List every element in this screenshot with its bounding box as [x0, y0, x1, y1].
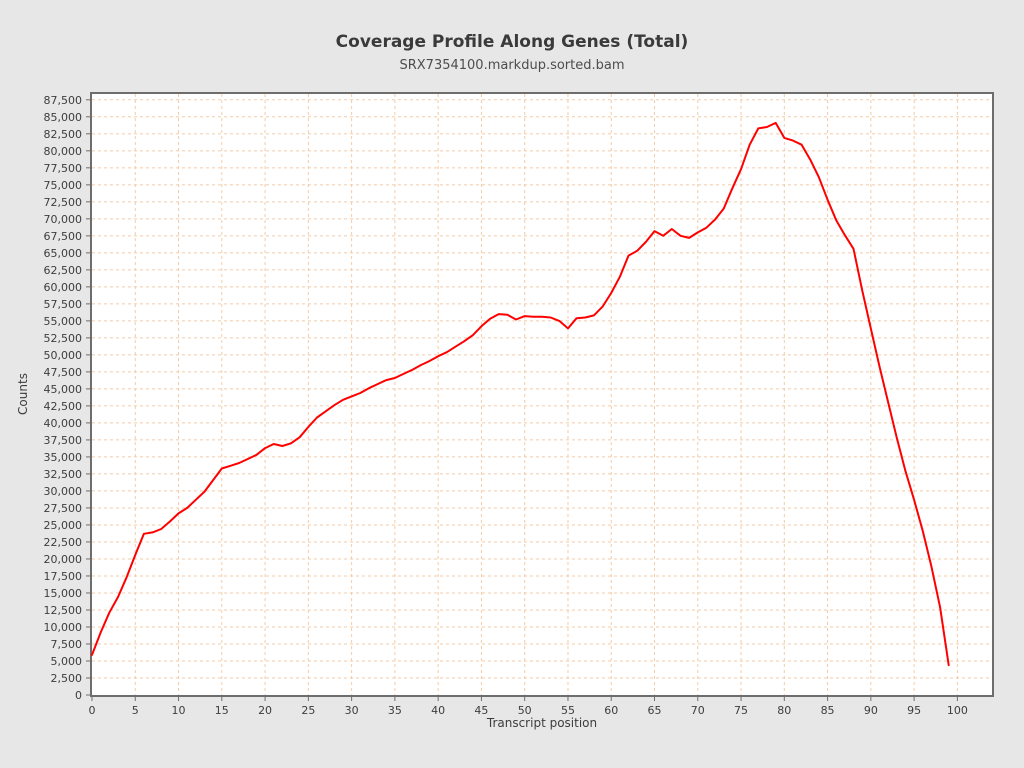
y-tick-label: 60,000 [44, 281, 83, 294]
y-tick-label: 7,500 [51, 638, 83, 651]
y-tick-label: 82,500 [44, 128, 83, 141]
y-tick-label: 57,500 [44, 298, 83, 311]
x-tick-label: 80 [777, 704, 791, 717]
y-tick-label: 75,000 [44, 179, 83, 192]
x-tick-label: 50 [518, 704, 532, 717]
y-tick-label: 87,500 [44, 94, 83, 107]
y-tick-label: 70,000 [44, 213, 83, 226]
chart-title: Coverage Profile Along Genes (Total) [335, 32, 689, 52]
x-tick-label: 35 [388, 704, 402, 717]
x-tick-label: 70 [691, 704, 705, 717]
y-tick-label: 10,000 [44, 621, 83, 634]
x-tick-label: 65 [648, 704, 662, 717]
y-tick-label: 17,500 [44, 570, 83, 583]
y-tick-label: 65,000 [44, 247, 83, 260]
y-tick-label: 67,500 [44, 230, 83, 243]
x-tick-label: 25 [301, 704, 315, 717]
y-tick-label: 72,500 [44, 196, 83, 209]
y-tick-label: 40,000 [44, 417, 83, 430]
y-tick-label: 0 [75, 689, 82, 702]
y-tick-label: 30,000 [44, 485, 83, 498]
y-axis-title: Counts [16, 373, 30, 415]
x-tick-label: 75 [734, 704, 748, 717]
y-tick-label: 20,000 [44, 553, 83, 566]
y-tick-label: 62,500 [44, 264, 83, 277]
x-tick-label: 100 [947, 704, 968, 717]
y-tick-label: 55,000 [44, 315, 83, 328]
y-tick-label: 85,000 [44, 111, 83, 124]
y-tick-label: 80,000 [44, 145, 83, 158]
y-tick-label: 25,000 [44, 519, 83, 532]
x-tick-label: 0 [89, 704, 96, 717]
coverage-line [91, 121, 950, 667]
x-tick-label: 60 [604, 704, 618, 717]
x-axis-title: Transcript position [486, 716, 598, 730]
chart-subtitle: SRX7354100.markdup.sorted.bam [399, 58, 625, 73]
y-tick-label: 37,500 [44, 434, 83, 447]
x-tick-label: 20 [258, 704, 272, 717]
y-tick-label: 27,500 [44, 502, 83, 515]
x-tick-label: 85 [821, 704, 835, 717]
y-tick-label: 45,000 [44, 383, 83, 396]
plot-background [91, 93, 993, 696]
x-tick-label: 55 [561, 704, 575, 717]
y-tick-label: 47,500 [44, 366, 83, 379]
x-tick-label: 40 [431, 704, 445, 717]
x-tick-label: 30 [345, 704, 359, 717]
plot-border [90, 92, 994, 697]
y-tick-label: 22,500 [44, 536, 83, 549]
x-tick-label: 95 [907, 704, 921, 717]
y-tick-label: 42,500 [44, 400, 83, 413]
y-tick-label: 2,500 [51, 672, 83, 685]
y-tick-label: 35,000 [44, 451, 83, 464]
y-tick-label: 12,500 [44, 604, 83, 617]
x-tick-label: 45 [474, 704, 488, 717]
x-tick-label: 15 [215, 704, 229, 717]
y-tick-label: 52,500 [44, 332, 83, 345]
x-tick-label: 5 [132, 704, 139, 717]
y-tick-label: 32,500 [44, 468, 83, 481]
x-tick-label: 90 [864, 704, 878, 717]
y-tick-label: 77,500 [44, 162, 83, 175]
y-tick-label: 50,000 [44, 349, 83, 362]
y-tick-label: 5,000 [51, 655, 83, 668]
x-tick-label: 10 [172, 704, 186, 717]
y-tick-label: 15,000 [44, 587, 83, 600]
